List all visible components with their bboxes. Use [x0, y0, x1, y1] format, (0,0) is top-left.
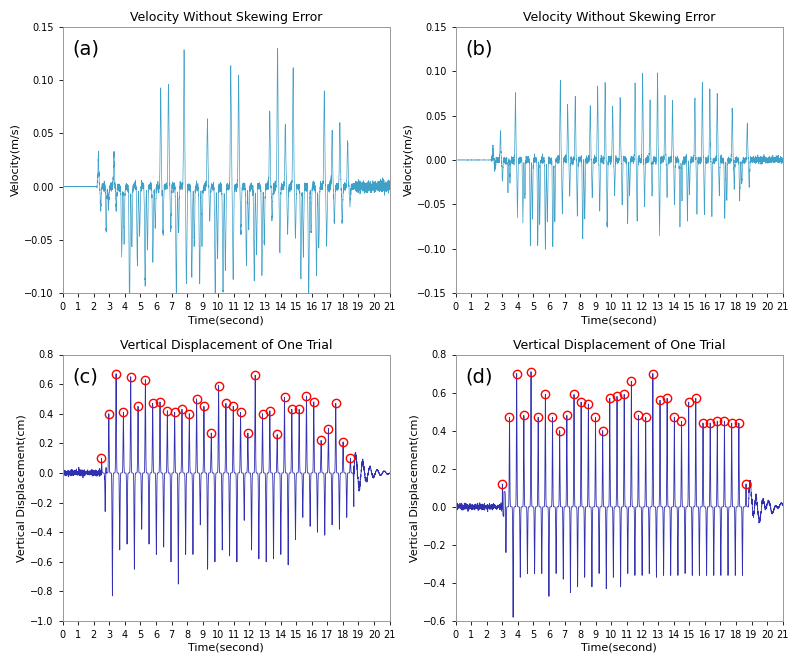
- X-axis label: Time(second): Time(second): [188, 643, 264, 653]
- Title: Vertical Displacement of One Trial: Vertical Displacement of One Trial: [513, 339, 726, 352]
- Title: Vertical Displacement of One Trial: Vertical Displacement of One Trial: [120, 339, 332, 352]
- Text: (a): (a): [72, 40, 99, 59]
- Y-axis label: Vertical Displacement(cm): Vertical Displacement(cm): [410, 414, 420, 562]
- Text: (c): (c): [72, 368, 98, 387]
- Text: (b): (b): [466, 40, 493, 59]
- X-axis label: Time(second): Time(second): [582, 315, 657, 325]
- Text: (d): (d): [466, 368, 493, 387]
- Y-axis label: Velocity(m/s): Velocity(m/s): [404, 124, 414, 197]
- Title: Velocity Without Skewing Error: Velocity Without Skewing Error: [523, 11, 715, 24]
- Title: Velocity Without Skewing Error: Velocity Without Skewing Error: [130, 11, 322, 24]
- Y-axis label: Vertical Displacement(cm): Vertical Displacement(cm): [18, 414, 27, 562]
- X-axis label: Time(second): Time(second): [582, 643, 657, 653]
- X-axis label: Time(second): Time(second): [188, 315, 264, 325]
- Y-axis label: Velocity(m/s): Velocity(m/s): [11, 124, 21, 197]
